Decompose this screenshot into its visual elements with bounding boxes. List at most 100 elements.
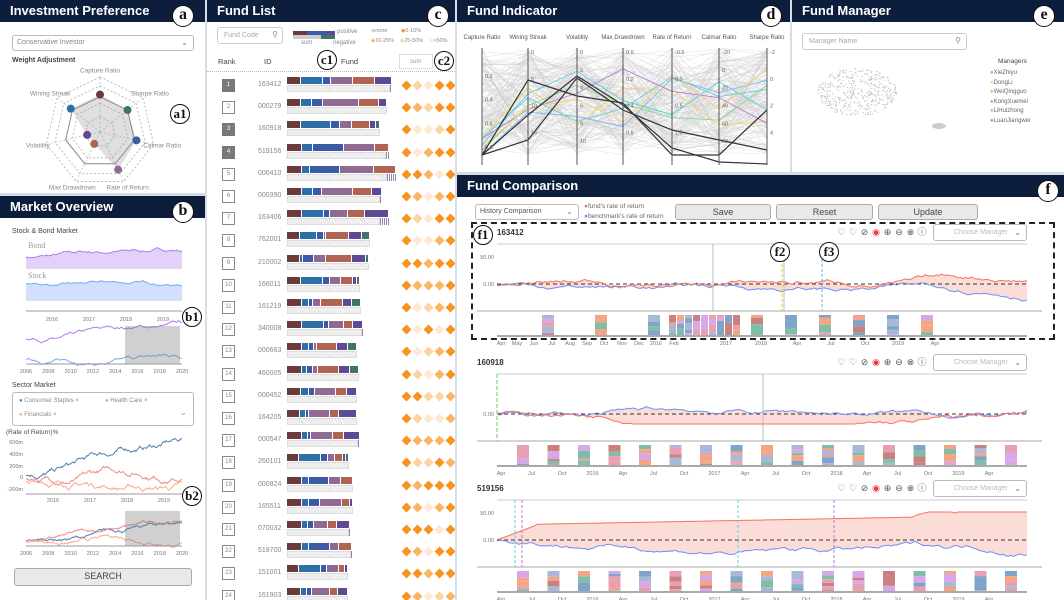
sector-tag[interactable]: ● Health Care × (105, 398, 148, 404)
fund-row[interactable]: 8 762001 (207, 231, 455, 251)
rank-checkbox[interactable]: 13 (222, 345, 235, 359)
rank-header[interactable]: Rank (218, 57, 236, 66)
choose-manager-select[interactable]: Choose Manager ⌄ (933, 354, 1027, 371)
time-brush[interactable] (125, 326, 180, 364)
fund-header[interactable]: Fund (341, 57, 359, 66)
rank-checkbox[interactable]: 23 (222, 567, 235, 581)
update-button[interactable]: Update (878, 204, 978, 220)
search-button[interactable]: SEARCH (14, 568, 192, 586)
radar-weight-handle[interactable] (96, 90, 104, 99)
radar-weight-handle[interactable] (123, 106, 132, 115)
rank-checkbox[interactable]: 7 (222, 212, 235, 226)
comparison-charts[interactable]: 163412 ♡ ♡ ⊘ ◉ ⊕ ⊖ ⊗ ⓘ Choose Manager ⌄ 50.00 0.00 Ap… (457, 175, 1064, 600)
remove-tag-icon[interactable]: × (52, 412, 57, 418)
heart-icon[interactable]: ♡ (837, 227, 846, 237)
check-circle-icon[interactable]: ⊘ (860, 227, 869, 237)
fund-row[interactable]: 21 070032 (207, 520, 455, 540)
fund-row[interactable]: 7 163406 (207, 209, 455, 229)
radar-weight-handle[interactable] (132, 136, 141, 145)
rank-checkbox[interactable]: 1 (222, 79, 235, 92)
id-header[interactable]: ID (264, 57, 272, 66)
reset-button[interactable]: Reset (776, 204, 873, 220)
return-comparison-chart[interactable]: 0.00 Apr Jul Oct 2016 Apr Jul Oct 2017 Apr Jul Oct 2… (457, 369, 1064, 484)
fund-row[interactable]: 11 161219 (207, 298, 455, 318)
manager-legend-item[interactable]: ●KongXuemei (990, 99, 1060, 109)
close-circle-icon[interactable]: ⊗ (906, 357, 915, 367)
fund-row[interactable]: 15 000452 (207, 387, 455, 407)
comparison-mode-select[interactable]: History Comparison ⌄ (475, 204, 579, 220)
fund-row[interactable]: 14 460005 (207, 365, 455, 385)
plus-circle-icon[interactable]: ⊕ (883, 483, 892, 493)
rank-checkbox[interactable]: 22 (222, 545, 235, 559)
sector-multiselect[interactable]: ● Consumer Staples × ● Health Care × ● Fin… (12, 392, 194, 426)
rank-checkbox[interactable]: 16 (222, 412, 235, 425)
rank-checkbox[interactable]: 11 (222, 301, 235, 314)
rank-checkbox[interactable]: 2 (222, 101, 235, 115)
radar-weight-handle[interactable] (114, 165, 123, 174)
return-comparison-chart[interactable]: 50.00 0.00 Apr May Jun Jul Aug Sep Oct Nov Dec 2016… (457, 239, 1064, 354)
manager-legend-item[interactable]: ●LuanJiangwei (990, 118, 1060, 128)
fund-row[interactable]: 23 151001 (207, 564, 455, 584)
rank-checkbox[interactable]: 20 (222, 500, 235, 514)
fund-list[interactable]: 1 163412 2 000279 3 160918 4 519156 5 000410 6 0003… (207, 72, 455, 600)
fund-row[interactable]: 9 210002 (207, 254, 455, 274)
manager-search[interactable]: Manager Name ⚲ (802, 33, 967, 50)
fund-row[interactable]: 2 000279 (207, 98, 455, 118)
time-brush[interactable] (125, 511, 180, 546)
remove-tag-icon[interactable]: × (75, 398, 79, 404)
minus-circle-icon[interactable]: ⊖ (895, 227, 903, 237)
radar-weight-handle[interactable] (90, 139, 99, 148)
rank-checkbox[interactable]: 3 (222, 123, 235, 137)
choose-manager-select[interactable]: Choose Manager ⌄ (933, 480, 1027, 497)
fund-row[interactable]: 12 340008 (207, 320, 455, 340)
fund-row[interactable]: 18 260101 (207, 453, 455, 473)
heart-icon[interactable]: ♡ (837, 357, 846, 367)
fund-row[interactable]: 10 166011 (207, 276, 455, 296)
rank-checkbox[interactable]: 6 (222, 190, 235, 203)
rank-checkbox[interactable]: 12 (222, 323, 235, 337)
compass-icon[interactable]: ◉ (872, 357, 880, 367)
radar-weight-handle[interactable] (66, 104, 75, 113)
rank-checkbox[interactable]: 5 (222, 167, 235, 181)
fund-row[interactable]: 19 000824 (207, 476, 455, 496)
close-circle-icon[interactable]: ⊗ (906, 483, 915, 493)
manager-scatter-plot[interactable] (812, 62, 962, 137)
compass-icon[interactable]: ◉ (872, 227, 880, 237)
heart-off-icon[interactable]: ♡ (848, 357, 858, 367)
fund-row[interactable]: 22 519700 (207, 542, 455, 562)
manager-legend-item[interactable]: ●DongLi (990, 80, 1060, 90)
radar-weight-handle[interactable] (83, 130, 92, 139)
heart-icon[interactable]: ♡ (837, 483, 846, 493)
manager-legend-item[interactable]: ●XieZhiyu (990, 70, 1060, 80)
manager-legend-item[interactable]: ●WeiQingguo (990, 89, 1060, 99)
rank-checkbox[interactable]: 19 (222, 478, 235, 492)
fund-row[interactable]: 4 519156 (207, 143, 455, 163)
sector-tag[interactable]: ● Financials × (19, 412, 57, 418)
fund-row[interactable]: 20 165511 (207, 498, 455, 518)
fund-row[interactable]: 17 000547 (207, 431, 455, 451)
compass-icon[interactable]: ◉ (872, 483, 880, 493)
sector-tag[interactable]: ● Consumer Staples × (19, 398, 79, 404)
sector-chart[interactable]: 600m 400m 200m 0 -200m 2016 2017 2018 2019 2006 20… (0, 436, 205, 561)
fund-row[interactable]: 13 000663 (207, 342, 455, 362)
check-circle-icon[interactable]: ⊘ (860, 483, 869, 493)
rank-checkbox[interactable]: 15 (222, 389, 235, 403)
info-circle-icon[interactable]: ⓘ (917, 227, 927, 237)
sort-select[interactable]: sum (399, 54, 433, 69)
heart-off-icon[interactable]: ♡ (848, 483, 858, 493)
rank-checkbox[interactable]: 14 (222, 367, 235, 381)
info-circle-icon[interactable]: ⓘ (917, 357, 927, 367)
investor-profile-select[interactable]: Conservative Investor ⌄ (12, 35, 194, 51)
remove-tag-icon[interactable]: × (143, 398, 148, 404)
minus-circle-icon[interactable]: ⊖ (895, 357, 903, 367)
rank-checkbox[interactable]: 21 (222, 523, 235, 536)
rank-checkbox[interactable]: 24 (222, 589, 235, 600)
heart-off-icon[interactable]: ♡ (848, 227, 858, 237)
minus-circle-icon[interactable]: ⊖ (895, 483, 903, 493)
plus-circle-icon[interactable]: ⊕ (883, 227, 892, 237)
rank-checkbox[interactable]: 18 (222, 456, 235, 470)
close-circle-icon[interactable]: ⊗ (906, 227, 915, 237)
fund-row[interactable]: 24 161903 (207, 587, 455, 600)
check-circle-icon[interactable]: ⊘ (860, 357, 869, 367)
rank-checkbox[interactable]: 4 (222, 145, 235, 159)
